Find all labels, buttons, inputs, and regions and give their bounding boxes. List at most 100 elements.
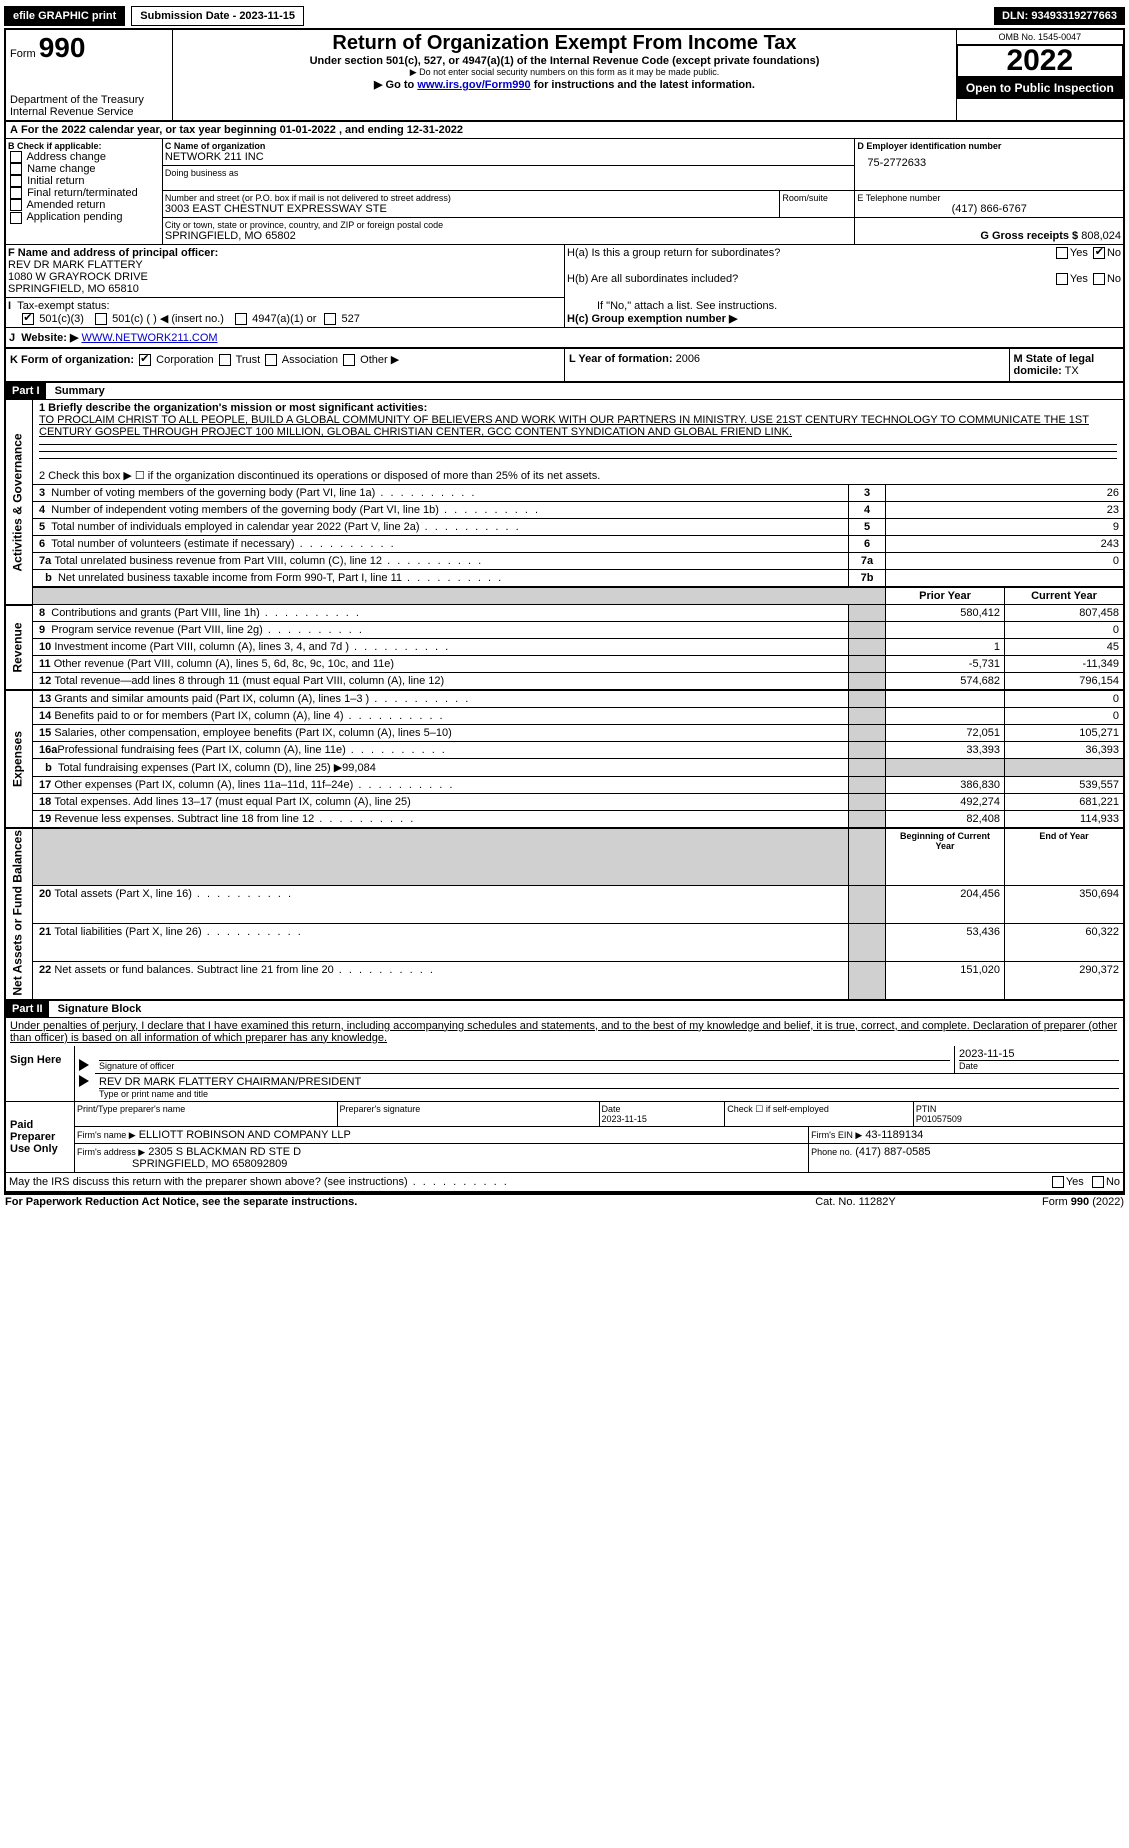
col-boy: Beginning of Current Year [886, 828, 1005, 885]
arrow-icon [79, 1059, 89, 1071]
cb-address-change[interactable]: Address change [8, 151, 160, 163]
sig-officer-label: Signature of officer [99, 1060, 950, 1071]
cb-501c3[interactable] [22, 313, 34, 325]
sign-here-label: Sign Here [6, 1046, 75, 1102]
d-ein-label: D Employer identification number [857, 141, 1121, 151]
year-formation: 2006 [676, 353, 700, 365]
type-name-label: Type or print name and title [99, 1088, 1119, 1099]
officer-name: REV DR MARK FLATTERY [8, 259, 562, 271]
form-subtitle: Under section 501(c), 527, or 4947(a)(1)… [177, 55, 951, 67]
arrow-icon [79, 1075, 89, 1087]
part-ii-title: Signature Block [52, 1003, 142, 1015]
val-6: 243 [886, 536, 1124, 553]
h-a-label: H(a) Is this a group return for subordin… [567, 247, 780, 259]
side-label-revenue: Revenue [6, 605, 33, 691]
date-label: Date [959, 1060, 1119, 1071]
state-domicile: TX [1065, 365, 1079, 377]
col-eoy: End of Year [1005, 828, 1124, 885]
website-label: Website: ▶ [21, 332, 78, 344]
preparer-name-label: Print/Type preparer's name [75, 1102, 337, 1126]
cb-application-pending[interactable]: Application pending [8, 211, 160, 223]
cb-final-return[interactable]: Final return/terminated [8, 187, 160, 199]
val-5: 9 [886, 519, 1124, 536]
f-officer-label: F Name and address of principal officer: [8, 247, 562, 259]
h-c-label: H(c) Group exemption number ▶ [567, 313, 737, 325]
cb-amended[interactable]: Amended return [8, 199, 160, 211]
hb-yes[interactable] [1056, 273, 1068, 285]
h-b-label: H(b) Are all subordinates included? [567, 273, 738, 285]
side-label-netassets: Net Assets or Fund Balances [6, 828, 33, 999]
omb-number: OMB No. 1545-0047 [957, 30, 1123, 45]
efile-top-bar: efile GRAPHIC print Submission Date - 20… [4, 4, 1125, 28]
part-i-header: Part I [6, 383, 46, 399]
line-2: 2 Check this box ▶ ☐ if the organization… [33, 467, 1124, 485]
gross-receipts: 808,024 [1081, 230, 1121, 242]
catalog-number: Cat. No. 11282Y [767, 1194, 945, 1209]
val-4: 23 [886, 502, 1124, 519]
irs-link[interactable]: www.irs.gov/Form990 [417, 79, 530, 91]
goto-post: for instructions and the latest informat… [534, 79, 755, 91]
self-employed: Check ☐ if self-employed [725, 1102, 914, 1126]
firm-name: ELLIOTT ROBINSON AND COMPANY LLP [139, 1129, 351, 1141]
preparer-sig-label: Preparer's signature [337, 1102, 599, 1126]
side-label-governance: Activities & Governance [6, 400, 33, 605]
val-7b [886, 570, 1124, 588]
form-footer: Form 990 (2022) [944, 1194, 1125, 1209]
discuss-yes[interactable] [1052, 1176, 1064, 1188]
val-8p: 580,412 [886, 605, 1005, 622]
open-public: Open to Public Inspection [957, 77, 1123, 99]
ha-yes[interactable] [1056, 247, 1068, 259]
cb-name-change[interactable]: Name change [8, 163, 160, 175]
tax-year: 2022 [1006, 44, 1073, 77]
col-prior: Prior Year [886, 587, 1005, 605]
val-7a: 0 [886, 553, 1124, 570]
ha-no[interactable] [1093, 247, 1105, 259]
val-8c: 807,458 [1005, 605, 1124, 622]
col-current: Current Year [1005, 587, 1124, 605]
efile-label: efile GRAPHIC print [4, 6, 125, 26]
form-number: 990 [39, 32, 86, 63]
g-receipts-label: G Gross receipts $ [980, 230, 1078, 242]
hb-no[interactable] [1093, 273, 1105, 285]
dept-treasury: Department of the Treasury [10, 94, 168, 106]
cb-other[interactable] [343, 354, 355, 366]
submission-date: Submission Date - 2023-11-15 [131, 6, 304, 26]
firm-ein: 43-1189134 [865, 1129, 923, 1141]
city-value: SPRINGFIELD, MO 65802 [165, 230, 853, 242]
k-form-org-label: K Form of organization: [10, 354, 134, 366]
tax-exempt-label: Tax-exempt status: [17, 300, 109, 312]
sig-date: 2023-11-15 [959, 1048, 1119, 1060]
officer-name-title: REV DR MARK FLATTERY CHAIRMAN/PRESIDENT [99, 1076, 1119, 1088]
street-value: 3003 EAST CHESTNUT EXPRESSWAY STE [165, 203, 778, 215]
c-name-label: C Name of organization [165, 141, 853, 151]
street-label: Number and street (or P.O. box if mail i… [165, 193, 778, 203]
m-state-label: M State of legal domicile: [1014, 353, 1095, 377]
cb-initial-return[interactable]: Initial return [8, 175, 160, 187]
part-ii-header: Part II [6, 1001, 49, 1017]
discuss-no[interactable] [1092, 1176, 1104, 1188]
form-990-table: Form 990 Department of the Treasury Inte… [4, 28, 1125, 1193]
cb-501c[interactable] [95, 313, 107, 325]
cb-527[interactable] [324, 313, 336, 325]
firm-phone: (417) 887-0585 [855, 1146, 930, 1158]
goto-pre: ▶ Go to [374, 79, 417, 91]
pra-notice: For Paperwork Reduction Act Notice, see … [4, 1194, 767, 1209]
firm-addr2: SPRINGFIELD, MO 658092809 [132, 1158, 287, 1170]
org-name: NETWORK 211 INC [165, 151, 853, 163]
cb-association[interactable] [265, 354, 277, 366]
irs-label: Internal Revenue Service [10, 106, 168, 118]
cb-trust[interactable] [219, 354, 231, 366]
officer-street: 1080 W GRAYROCK DRIVE [8, 271, 562, 283]
dba-label: Doing business as [165, 168, 853, 178]
cb-4947[interactable] [235, 313, 247, 325]
form-prefix: Form [10, 48, 36, 60]
mission-text: TO PROCLAIM CHRIST TO ALL PEOPLE, BUILD … [39, 414, 1117, 438]
ssn-warning: ▶ Do not enter social security numbers o… [177, 67, 951, 78]
paid-preparer-label: Paid Preparer Use Only [6, 1101, 75, 1172]
phone-value: (417) 866-6767 [857, 203, 1121, 215]
website-link[interactable]: WWW.NETWORK211.COM [81, 332, 217, 344]
cb-corporation[interactable] [139, 354, 151, 366]
room-suite-label: Room/suite [780, 191, 855, 217]
officer-city: SPRINGFIELD, MO 65810 [8, 283, 562, 295]
discuss-preparer: May the IRS discuss this return with the… [9, 1176, 509, 1188]
